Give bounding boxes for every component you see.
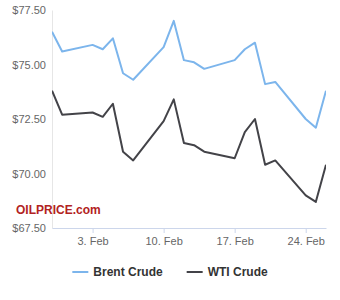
legend-symbol	[187, 271, 203, 273]
legend-item[interactable]: WTI Crude	[187, 265, 268, 279]
y-tick-label: $67.50	[12, 222, 46, 234]
x-tick-label: 17. Feb	[217, 235, 254, 247]
legend-label: WTI Crude	[208, 265, 268, 279]
y-tick-label: $77.50	[12, 4, 46, 16]
x-tick: 17. Feb	[217, 228, 254, 247]
y-tick: $67.50	[12, 222, 52, 234]
x-axis-line	[53, 228, 327, 229]
legend: Brent Crude WTI Crude	[72, 265, 268, 279]
x-tick: 24. Feb	[288, 228, 325, 247]
y-axis: $67.50 $70.00 $72.50 $75.00 $77.50	[12, 4, 52, 234]
logo-text: OILPRICE.com	[16, 203, 101, 217]
x-tick-mark	[306, 228, 307, 233]
series-line	[52, 91, 326, 202]
legend-symbol	[72, 271, 88, 273]
legend-label: Brent Crude	[93, 265, 163, 279]
y-tick: $70.00	[12, 168, 52, 180]
x-tick-label: 10. Feb	[145, 235, 182, 247]
x-tick: 3. Feb	[77, 228, 108, 247]
y-tick: $72.50	[12, 113, 52, 125]
y-tick: $75.00	[12, 59, 52, 71]
y-tick-label: $70.00	[12, 168, 46, 180]
y-tick-label: $75.00	[12, 59, 46, 71]
legend-item[interactable]: Brent Crude	[72, 265, 163, 279]
y-tick-label: $72.50	[12, 113, 46, 125]
x-tick-mark	[164, 228, 165, 233]
plot-area	[52, 21, 326, 202]
x-tick: 10. Feb	[145, 228, 182, 247]
x-axis: 3. Feb 10. Feb 17. Feb 24. Feb	[53, 228, 327, 247]
x-tick-mark	[235, 228, 236, 233]
x-tick-label: 3. Feb	[77, 235, 108, 247]
y-axis-line	[52, 11, 53, 229]
chart: $67.50 $70.00 $72.50 $75.00 $77.50 3. Feb 10. …	[0, 0, 340, 300]
y-tick: $77.50	[12, 4, 52, 16]
x-tick-mark	[93, 228, 94, 233]
x-tick-label: 24. Feb	[288, 235, 325, 247]
